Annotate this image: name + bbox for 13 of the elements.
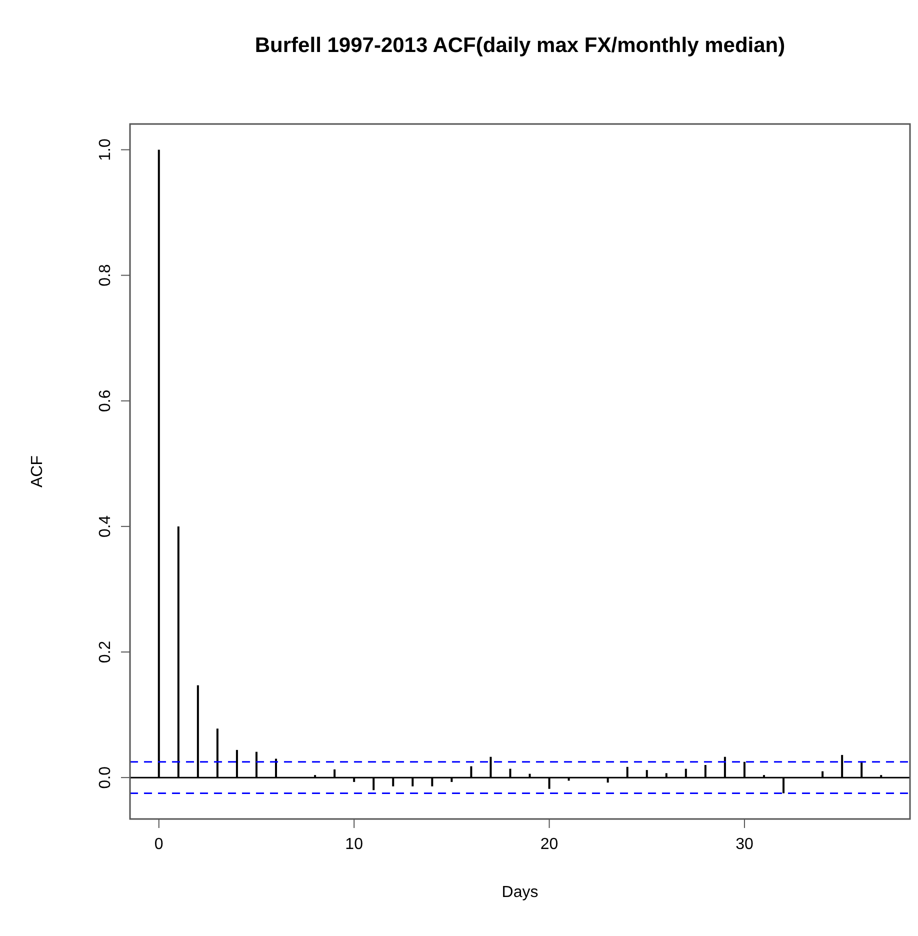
y-tick-label: 0.4 bbox=[97, 515, 114, 538]
y-tick-label: 0.2 bbox=[97, 640, 114, 664]
y-tick-label: 0.0 bbox=[97, 766, 114, 789]
y-axis-title: ACF bbox=[29, 455, 46, 488]
x-tick-label: 30 bbox=[736, 836, 754, 853]
y-tick-label: 0.8 bbox=[97, 264, 114, 286]
x-axis-title: Days bbox=[502, 884, 538, 901]
y-tick-label: 1.0 bbox=[97, 138, 114, 161]
x-tick-label: 20 bbox=[540, 836, 558, 853]
x-tick-label: 0 bbox=[154, 836, 164, 853]
chart-title: Burfell 1997-2013 ACF(daily max FX/monthly median) bbox=[254, 34, 786, 57]
x-tick-label: 10 bbox=[345, 836, 364, 853]
y-tick-label: 0.6 bbox=[97, 390, 114, 412]
